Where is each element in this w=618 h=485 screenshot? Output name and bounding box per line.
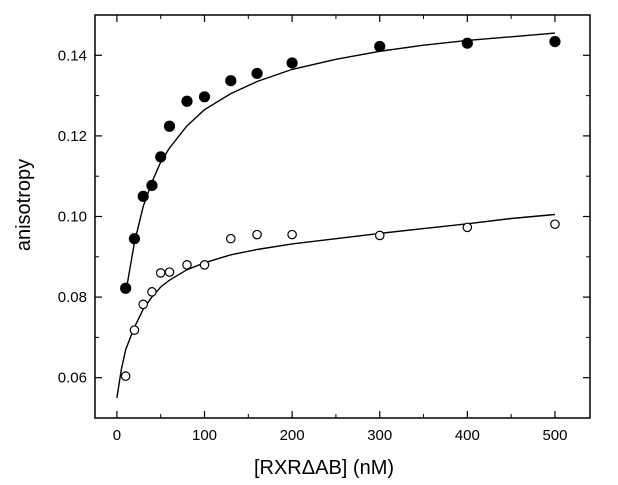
x-tick-label: 200 bbox=[280, 427, 305, 444]
filled-data-point bbox=[128, 233, 141, 245]
y-axis-ticks: 0.06 0.08 0.10 0.12 0.14 bbox=[58, 14, 590, 419]
filled-data-point bbox=[146, 179, 158, 192]
data-points bbox=[120, 35, 561, 381]
x-tick-label: 500 bbox=[542, 427, 567, 444]
filled-data-point bbox=[549, 35, 561, 48]
x-tick-label: 0 bbox=[113, 427, 121, 444]
filled-data-point bbox=[155, 151, 167, 163]
open-data-point bbox=[155, 268, 166, 278]
open-data-point bbox=[462, 222, 473, 233]
filled-data-point bbox=[181, 95, 193, 107]
open-data-point bbox=[147, 287, 157, 297]
open-data-point bbox=[550, 219, 560, 229]
x-axis-ticks: 0 100 200 300 400 500 bbox=[113, 15, 567, 444]
open-data-point bbox=[225, 233, 236, 244]
open-data-point bbox=[287, 229, 297, 240]
filled-data-point bbox=[163, 120, 176, 132]
open-data-point bbox=[182, 260, 192, 270]
filled-data-point bbox=[120, 282, 132, 294]
x-axis-title: [RXRΔAB] (nM) bbox=[254, 457, 394, 479]
x-tick-label: 100 bbox=[192, 427, 217, 444]
filled-data-point bbox=[251, 67, 263, 80]
open-data-point bbox=[120, 371, 131, 381]
y-tick-label: 0.12 bbox=[58, 128, 87, 145]
fit-curve-series-1 bbox=[125, 32, 556, 294]
x-tick-label: 400 bbox=[455, 427, 480, 444]
x-tick-label: 300 bbox=[367, 427, 392, 444]
filled-data-point bbox=[198, 91, 211, 103]
filled-data-point bbox=[225, 75, 237, 87]
y-tick-label: 0.14 bbox=[58, 47, 87, 64]
filled-data-point bbox=[286, 57, 298, 69]
y-tick-label: 0.06 bbox=[58, 370, 87, 387]
filled-data-point bbox=[374, 40, 386, 53]
open-data-point bbox=[374, 230, 385, 241]
filled-data-point bbox=[137, 190, 149, 202]
open-data-point bbox=[138, 299, 148, 310]
y-tick-label: 0.08 bbox=[58, 289, 87, 306]
open-data-point bbox=[164, 267, 175, 277]
y-axis-title: anisotropy bbox=[13, 159, 35, 251]
open-data-point bbox=[252, 229, 262, 240]
y-tick-label: 0.10 bbox=[58, 209, 87, 226]
open-data-point bbox=[199, 260, 210, 270]
open-data-point bbox=[129, 325, 140, 335]
filled-data-point bbox=[461, 37, 473, 49]
